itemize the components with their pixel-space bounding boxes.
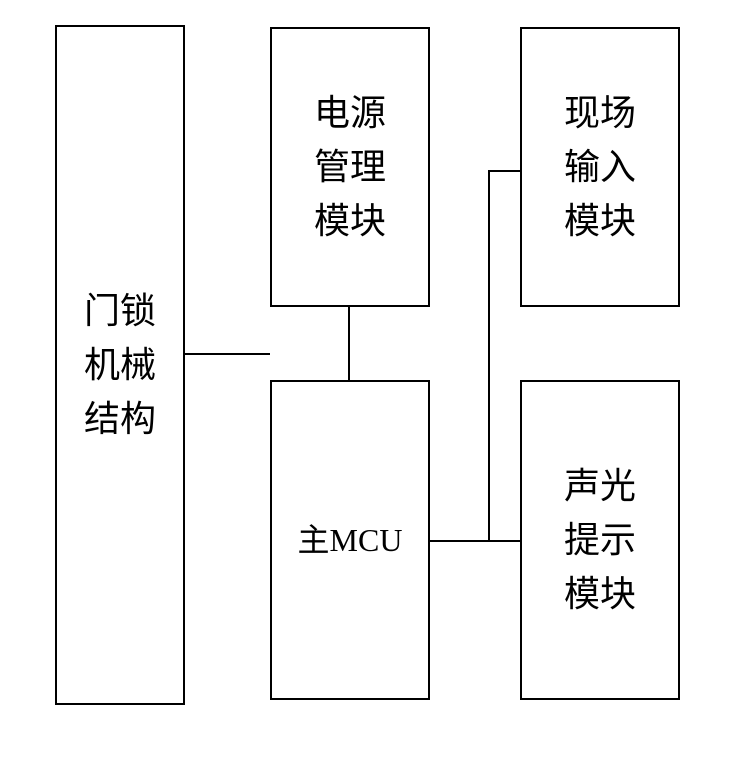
connector-bus-vertical xyxy=(488,170,490,542)
field-input-label: 现场 输入 模块 xyxy=(564,86,636,248)
lock-mechanism-label: 门锁 机械 结构 xyxy=(84,284,156,446)
lock-line2: 机械 xyxy=(84,345,156,385)
lock-line3: 结构 xyxy=(84,399,156,439)
sound-line1: 声光 xyxy=(564,466,636,506)
sound-line3: 模块 xyxy=(564,574,636,614)
connector-lock-mcu xyxy=(185,353,270,355)
power-mgmt-label: 电源 管理 模块 xyxy=(314,86,386,248)
power-mgmt-box: 电源 管理 模块 xyxy=(270,27,430,307)
sound-light-label: 声光 提示 模块 xyxy=(564,459,636,621)
lock-line1: 门锁 xyxy=(84,291,156,331)
field-line1: 现场 xyxy=(564,93,636,133)
sound-light-box: 声光 提示 模块 xyxy=(520,380,680,700)
field-line2: 输入 xyxy=(564,147,636,187)
field-input-box: 现场 输入 模块 xyxy=(520,27,680,307)
connector-bus-sound xyxy=(488,540,520,542)
mcu-box: 主MCU xyxy=(270,380,430,700)
connector-bus-field xyxy=(488,170,520,172)
connector-power-mcu xyxy=(348,307,350,380)
power-line2: 管理 xyxy=(314,147,386,187)
mcu-label: 主MCU xyxy=(298,516,403,564)
power-line1: 电源 xyxy=(314,93,386,133)
connector-mcu-bus xyxy=(430,540,490,542)
lock-mechanism-box: 门锁 机械 结构 xyxy=(55,25,185,705)
sound-line2: 提示 xyxy=(564,520,636,560)
field-line3: 模块 xyxy=(564,201,636,241)
power-line3: 模块 xyxy=(314,201,386,241)
